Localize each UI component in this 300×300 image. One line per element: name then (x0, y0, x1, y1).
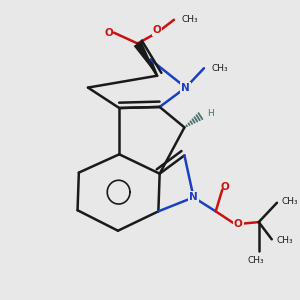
Polygon shape (134, 41, 157, 76)
Text: O: O (221, 182, 230, 192)
Text: H: H (207, 109, 214, 118)
Text: CH₃: CH₃ (181, 15, 198, 24)
Text: N: N (182, 82, 190, 93)
Text: O: O (153, 25, 161, 35)
Text: CH₃: CH₃ (276, 236, 293, 245)
Text: O: O (105, 28, 113, 38)
Text: CH₃: CH₃ (248, 256, 264, 265)
Text: CH₃: CH₃ (281, 197, 298, 206)
Text: N: N (189, 192, 198, 203)
Text: O: O (234, 219, 242, 229)
Text: CH₃: CH₃ (211, 64, 228, 73)
